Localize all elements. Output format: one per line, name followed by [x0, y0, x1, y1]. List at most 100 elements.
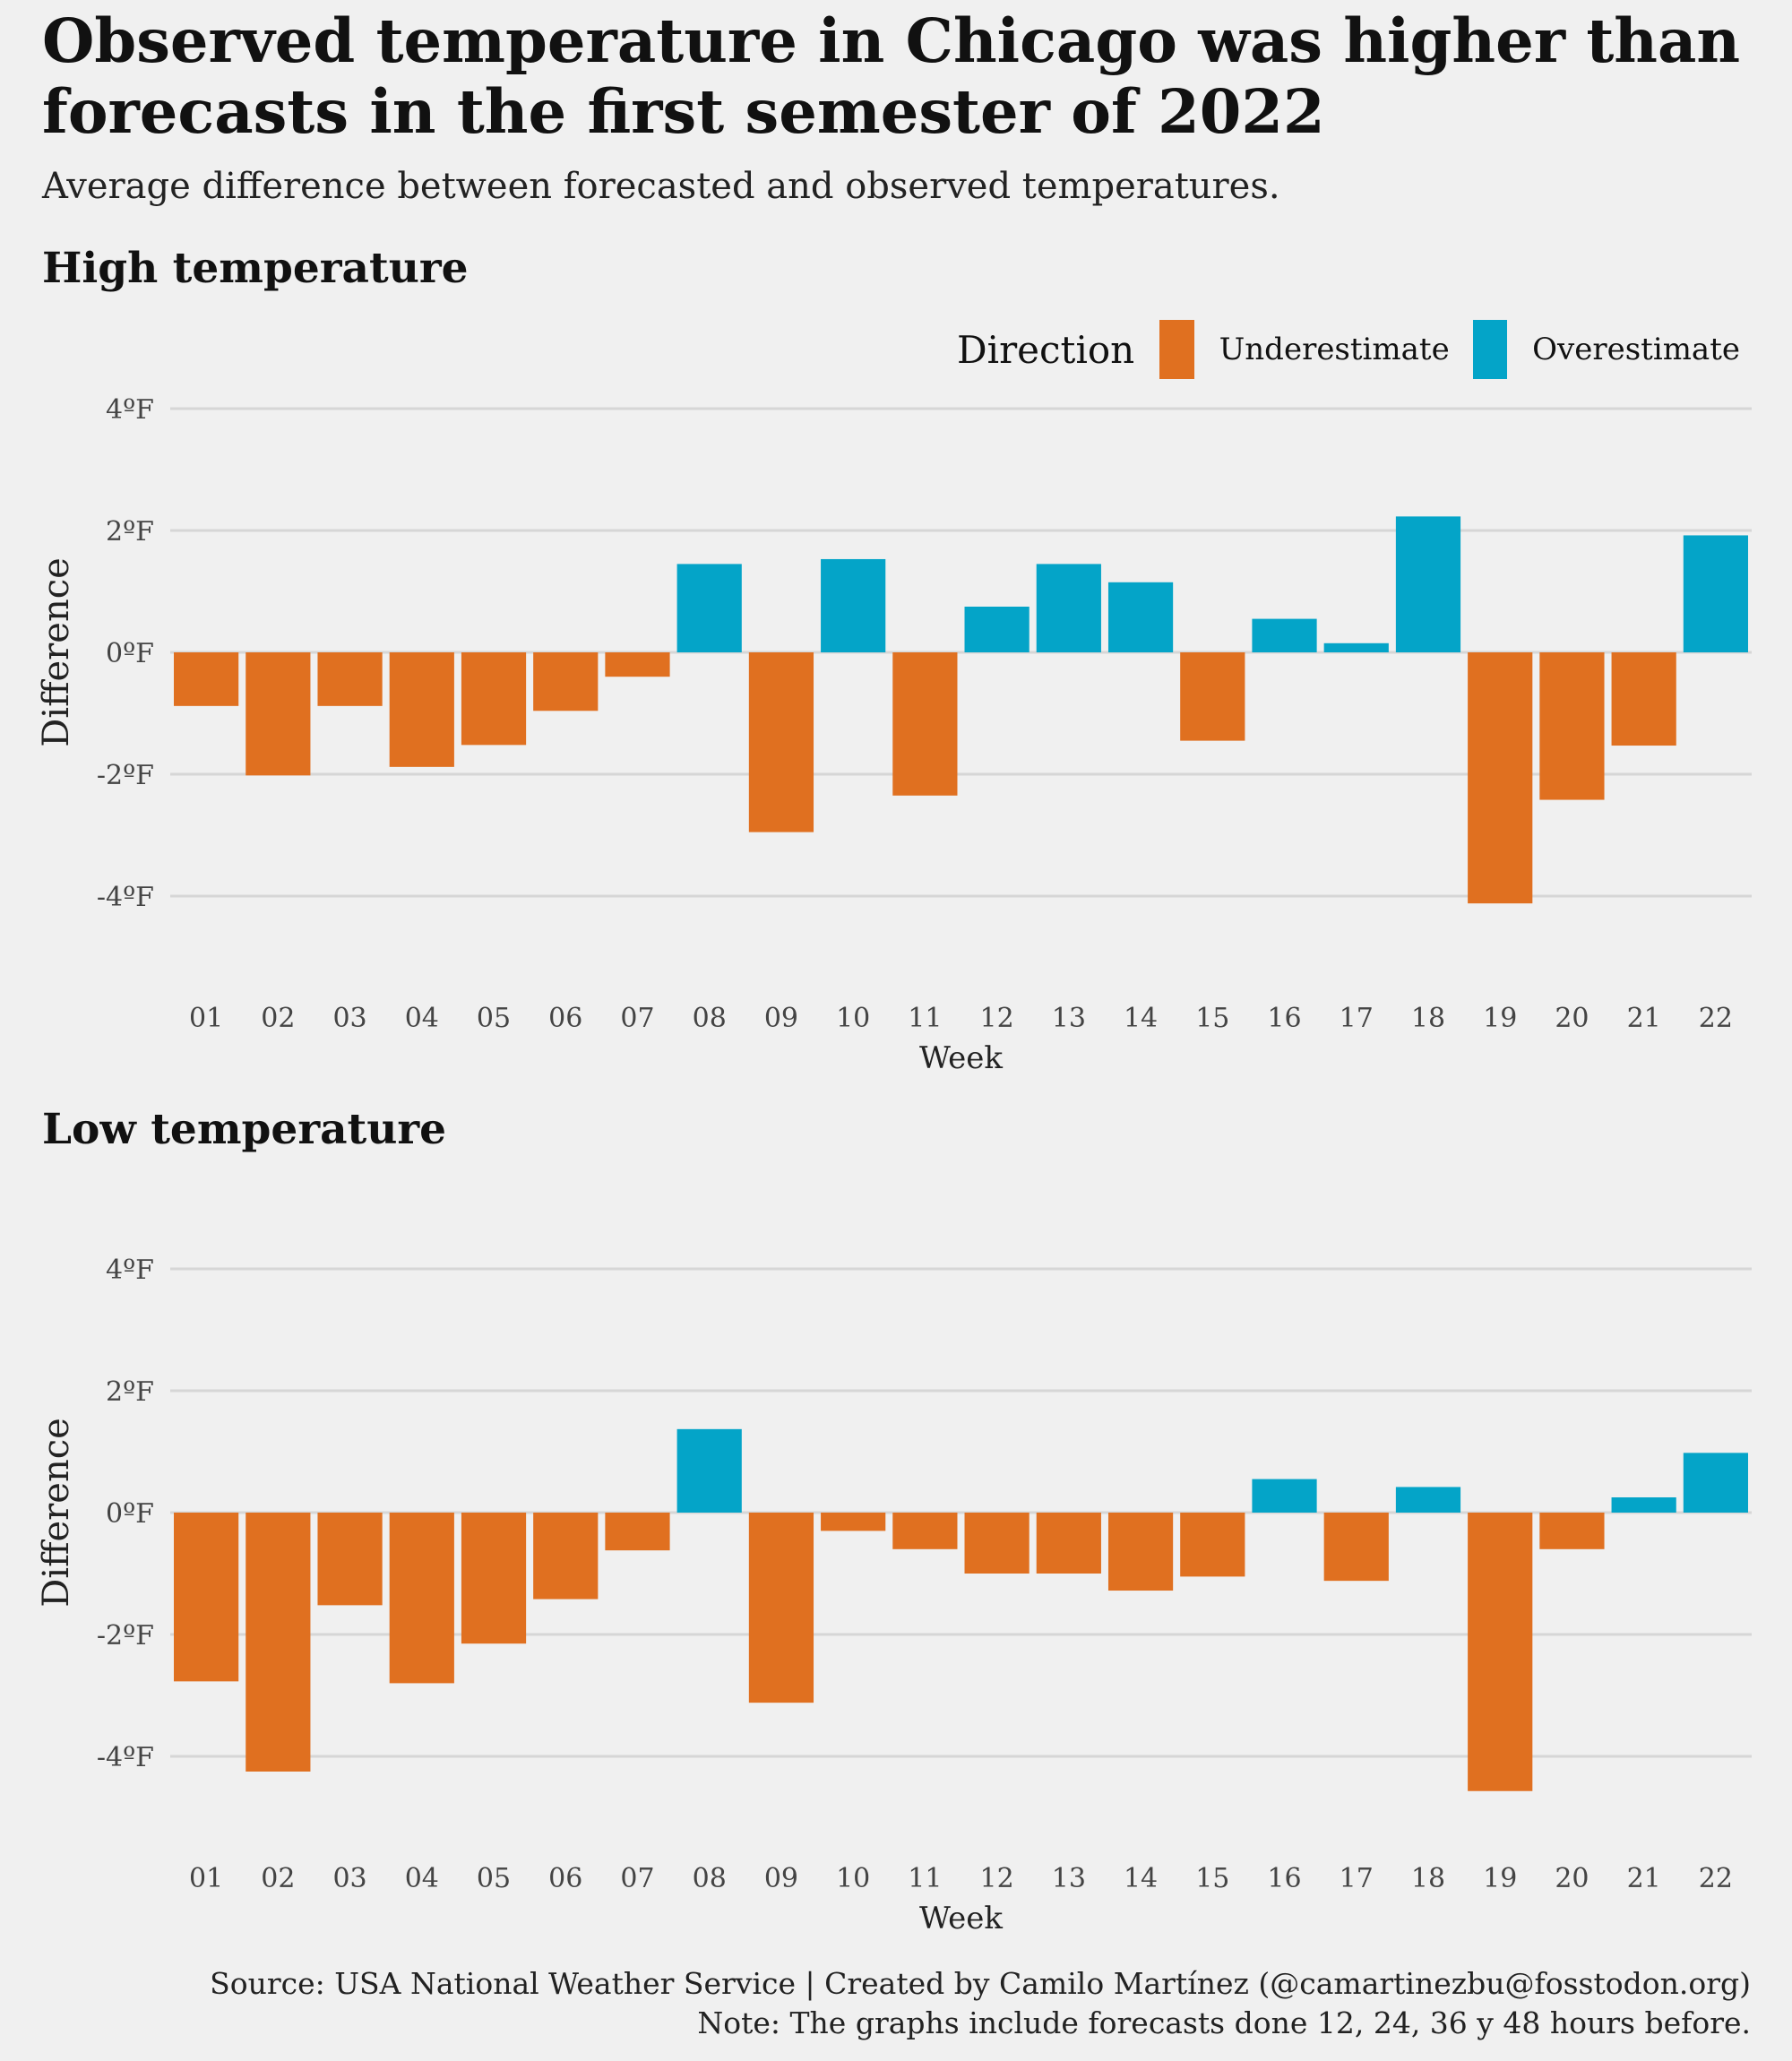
x-axis-label: Week: [919, 1040, 1003, 1076]
legend-label-underestimate: Underestimate: [1219, 332, 1450, 367]
bar-week-08: [676, 564, 742, 652]
bar-week-10: [821, 1513, 886, 1531]
bar-week-20: [1539, 652, 1605, 800]
bar-week-01: [174, 652, 239, 706]
y-tick-label: 0ºF: [106, 638, 154, 669]
x-tick-label: 21: [1627, 1863, 1661, 1894]
x-tick-label: 09: [764, 1003, 798, 1034]
bar-week-12: [964, 607, 1030, 652]
bar-week-14: [1107, 582, 1174, 652]
x-tick-label: 03: [332, 1863, 366, 1894]
bar-week-05: [461, 652, 527, 746]
bar-week-21: [1611, 1497, 1676, 1513]
x-tick-label: 22: [1699, 1863, 1733, 1894]
x-tick-label: 05: [477, 1003, 511, 1034]
x-tick-label: 11: [908, 1863, 942, 1894]
bar-week-11: [892, 652, 958, 796]
x-tick-label: 03: [332, 1003, 366, 1034]
bar-week-09: [748, 1513, 814, 1703]
panel-title-high: High temperature: [42, 244, 469, 293]
x-tick-label: 16: [1267, 1003, 1301, 1034]
chart-title: Observed temperature in Chicago was high…: [42, 5, 1741, 147]
y-axis-label: Difference: [36, 1418, 77, 1608]
x-tick-label: 06: [548, 1003, 582, 1034]
x-axis-label: Week: [919, 1901, 1003, 1936]
bar-week-03: [317, 652, 383, 706]
legend-title: Direction: [957, 327, 1135, 372]
x-tick-label: 18: [1411, 1003, 1445, 1034]
x-tick-label: 16: [1267, 1863, 1301, 1894]
bar-week-02: [246, 652, 311, 776]
x-tick-label: 13: [1052, 1003, 1086, 1034]
bar-week-03: [317, 1513, 383, 1606]
x-tick-label: 10: [836, 1863, 870, 1894]
x-tick-label: 21: [1627, 1003, 1661, 1034]
x-tick-label: 02: [261, 1003, 295, 1034]
x-tick-label: 13: [1052, 1863, 1086, 1894]
x-tick-label: 04: [405, 1003, 439, 1034]
x-tick-label: 06: [548, 1863, 582, 1894]
bar-week-05: [461, 1513, 527, 1644]
bar-week-18: [1395, 1487, 1461, 1513]
y-tick-label: 0ºF: [106, 1498, 154, 1530]
x-tick-label: 14: [1124, 1863, 1158, 1894]
x-tick-label: 15: [1195, 1003, 1229, 1034]
footer-source: Source: USA National Weather Service | C…: [210, 1966, 1751, 2001]
bar-week-13: [1036, 1513, 1101, 1574]
x-tick-label: 17: [1340, 1863, 1374, 1894]
x-tick-label: 08: [693, 1003, 727, 1034]
high-temperature-chart: 4ºF 2ºF 0ºF -2ºF -4ºF 01 02 03 04 05 06 07 08 09 10 11 1…: [36, 394, 1752, 1076]
bar-week-22: [1683, 535, 1748, 652]
y-tick-label: 4ºF: [106, 394, 154, 426]
footer-note: Note: The graphs include forecasts done …: [697, 2005, 1751, 2040]
y-tick-label: -4ºF: [97, 1742, 154, 1773]
bar-week-21: [1611, 652, 1676, 746]
panel-title-low: Low temperature: [42, 1105, 447, 1154]
x-tick-label: 20: [1555, 1863, 1589, 1894]
bar-week-18: [1395, 516, 1461, 652]
bar-week-12: [964, 1513, 1030, 1574]
bar-week-16: [1252, 618, 1317, 652]
y-axis-label: Difference: [36, 557, 77, 747]
bar-week-15: [1180, 652, 1245, 741]
x-tick-label: 08: [693, 1863, 727, 1894]
y-tick-label: 4ºF: [106, 1255, 154, 1286]
bar-week-11: [892, 1513, 958, 1549]
bar-week-22: [1683, 1453, 1748, 1513]
bar-week-19: [1468, 652, 1533, 904]
bar-week-20: [1539, 1513, 1605, 1549]
bar-week-01: [174, 1513, 239, 1682]
x-tick-label: 07: [620, 1003, 654, 1034]
x-tick-label: 01: [189, 1863, 223, 1894]
x-tick-label: 14: [1124, 1003, 1158, 1034]
y-tick-label: -2ºF: [97, 760, 154, 791]
x-tick-label: 10: [836, 1003, 870, 1034]
y-tick-label: 2ºF: [106, 1376, 154, 1408]
legend-swatch-overestimate: [1472, 320, 1508, 379]
y-tick-label: 2ºF: [106, 516, 154, 548]
bar-week-02: [246, 1513, 311, 1772]
bar-week-19: [1468, 1513, 1533, 1791]
legend-label-overestimate: Overestimate: [1532, 332, 1740, 367]
x-tick-label: 02: [261, 1863, 295, 1894]
legend-swatch-underestimate: [1159, 320, 1194, 379]
bar-week-17: [1323, 1513, 1389, 1582]
x-tick-label: 15: [1195, 1863, 1229, 1894]
x-tick-label: 11: [908, 1003, 942, 1034]
bar-week-09: [748, 652, 814, 832]
bar-week-06: [533, 1513, 599, 1600]
x-tick-label: 19: [1483, 1863, 1517, 1894]
bar-week-17: [1323, 642, 1389, 652]
bar-week-10: [821, 558, 886, 652]
x-tick-label: 22: [1699, 1003, 1733, 1034]
low-temperature-chart: 4ºF 2ºF 0ºF -2ºF -4ºF 01 02 03 04 05 06 07 08 09 10 11 1…: [36, 1255, 1752, 1936]
bar-week-04: [389, 652, 454, 767]
x-tick-label: 12: [980, 1863, 1014, 1894]
bar-week-04: [389, 1513, 454, 1684]
y-tick-label: -4ºF: [97, 882, 154, 913]
legend: Direction Underestimate Overestimate: [957, 318, 1763, 381]
x-tick-label: 04: [405, 1863, 439, 1894]
x-tick-label: 17: [1340, 1003, 1374, 1034]
x-tick-label: 09: [764, 1863, 798, 1894]
bar-week-13: [1036, 564, 1101, 652]
